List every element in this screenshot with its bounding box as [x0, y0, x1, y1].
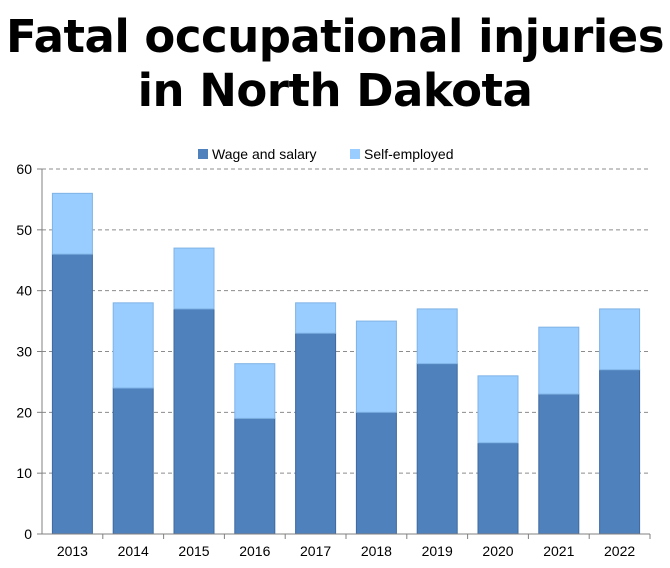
x-tick-label: 2022 [604, 543, 635, 559]
bar-wage-and-salary [416, 363, 458, 535]
bar-self-employed [355, 320, 397, 413]
x-tick-label: 2016 [239, 543, 270, 559]
bar-wage-and-salary [234, 417, 276, 535]
bar-wage-and-salary [355, 411, 397, 535]
bar-wage-and-salary [477, 442, 519, 535]
legend-swatch [350, 149, 360, 159]
bar-self-employed [51, 192, 93, 255]
y-tick-label: 0 [24, 526, 32, 542]
stacked-bar-chart: Wage and salary Self-employed 0 10 20 30 40 50… [16, 146, 651, 559]
title-line-2: in North Dakota [137, 64, 533, 117]
bar-wage-and-salary [538, 393, 580, 535]
bar-self-employed [295, 302, 337, 334]
bars [51, 192, 641, 535]
legend-swatch [198, 149, 208, 159]
x-tick-label: 2013 [57, 543, 88, 559]
y-tick-label: 10 [16, 465, 32, 481]
x-tick-label: 2018 [361, 543, 392, 559]
x-tick-label: 2020 [482, 543, 513, 559]
y-tick-labels: 0 10 20 30 40 50 60 [16, 161, 32, 542]
bar-self-employed [112, 302, 154, 389]
bar-wage-and-salary [295, 332, 337, 535]
bar-self-employed [173, 247, 215, 310]
bar-wage-and-salary [51, 253, 93, 535]
chart-legend: Wage and salary Self-employed [198, 146, 454, 162]
bar-self-employed [477, 375, 519, 444]
x-tick-label: 2017 [300, 543, 331, 559]
legend-label: Self-employed [364, 146, 454, 162]
y-tick-label: 30 [16, 344, 32, 360]
title-line-1: Fatal occupational injuries [5, 10, 665, 63]
bar-self-employed [599, 308, 641, 371]
bar-self-employed [538, 326, 580, 395]
x-tick-label: 2021 [543, 543, 574, 559]
x-tick-labels: 2013 2014 2015 2016 2017 2018 2019 2020 2021 2022 [57, 534, 651, 559]
y-tick-label: 60 [16, 161, 32, 177]
x-tick-label: 2015 [178, 543, 209, 559]
y-tick-label: 50 [16, 222, 32, 238]
x-tick-label: 2019 [422, 543, 453, 559]
x-tick-label: 2014 [118, 543, 149, 559]
bar-wage-and-salary [112, 387, 154, 535]
bar-wage-and-salary [173, 308, 215, 535]
y-tick-label: 40 [16, 283, 32, 299]
bar-self-employed [416, 308, 458, 365]
chart-title: Fatal occupational injuries in North Dak… [0, 10, 670, 118]
bar-self-employed [234, 363, 276, 419]
legend-label: Wage and salary [212, 146, 317, 162]
y-tick-label: 20 [16, 404, 32, 420]
bar-wage-and-salary [599, 369, 641, 535]
